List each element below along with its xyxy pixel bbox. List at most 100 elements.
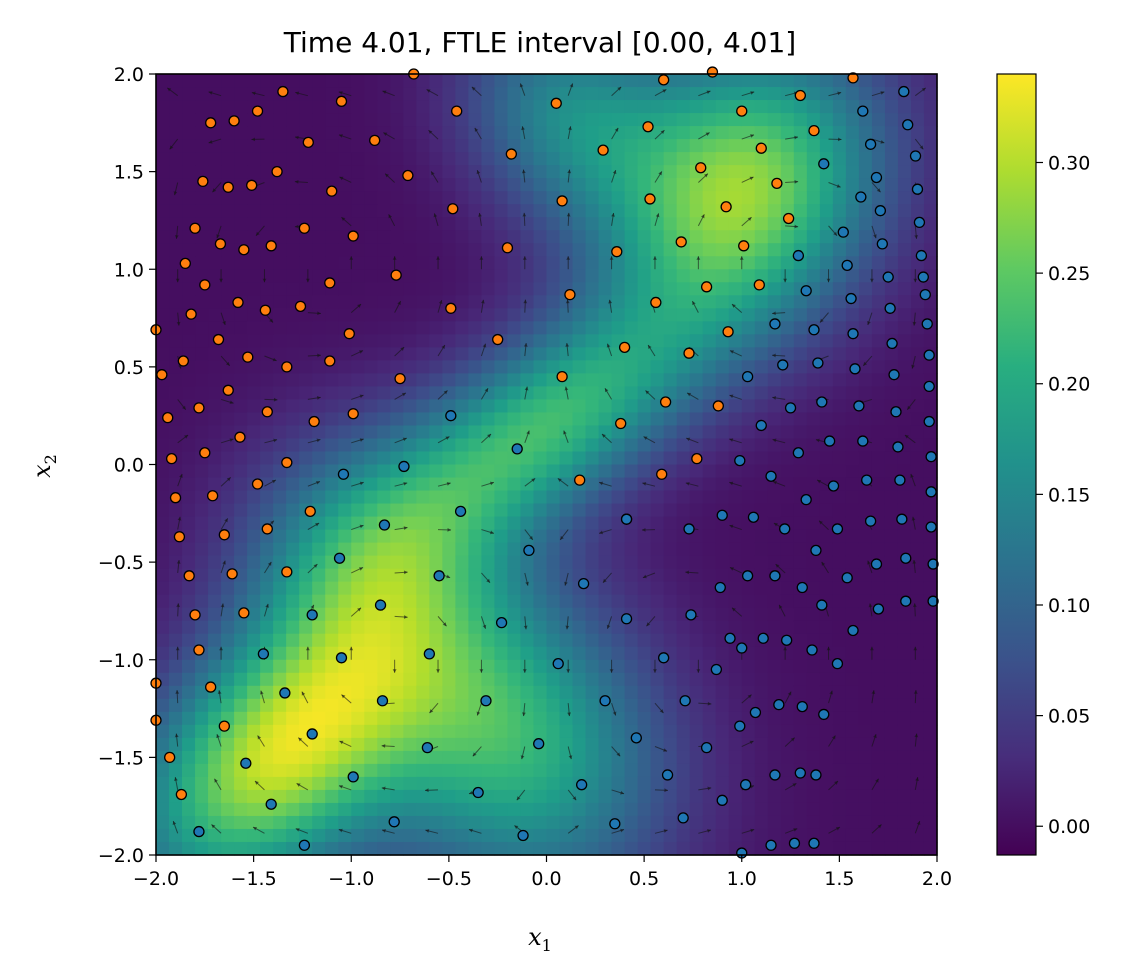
heatmap-cell [741, 399, 756, 414]
heatmap-cell [650, 152, 665, 166]
heatmap-cell [780, 191, 795, 205]
heatmap-cell [156, 386, 170, 401]
heatmap-cell [169, 321, 183, 335]
heatmap-cell [871, 451, 886, 466]
heatmap-cell [234, 308, 248, 322]
heatmap-cell [754, 503, 769, 518]
heatmap-cell [260, 165, 274, 179]
heatmap-cell [806, 87, 821, 101]
heatmap-cell [611, 581, 626, 596]
heatmap-cell [403, 204, 417, 218]
heatmap-cell [351, 555, 365, 570]
heatmap-cell [325, 659, 339, 674]
heatmap-cell [403, 295, 417, 309]
heatmap-cell [234, 464, 248, 479]
heatmap-cell [273, 126, 287, 140]
orange-particle [369, 134, 381, 147]
heatmap-cell [858, 776, 873, 791]
velocity-arrow-head [267, 561, 272, 566]
velocity-arrow-head [749, 176, 754, 181]
heatmap-cell [585, 464, 600, 479]
heatmap-cell [702, 347, 717, 361]
orange-particle [550, 97, 562, 109]
heatmap-cell [156, 87, 170, 101]
orange-particle [659, 396, 672, 408]
heatmap-cell [325, 477, 339, 492]
heatmap-cell [754, 347, 769, 361]
heatmap-cell [494, 685, 509, 700]
heatmap-cell [403, 425, 417, 440]
heatmap-cell [793, 126, 808, 140]
heatmap-cell [793, 191, 808, 205]
heatmap-cell [715, 724, 730, 739]
heatmap-cell [221, 542, 235, 557]
velocity-arrow-head [176, 321, 181, 326]
heatmap-cell [507, 87, 522, 101]
heatmap-cell [858, 620, 873, 635]
heatmap-cell [897, 763, 912, 778]
heatmap-cell [754, 776, 769, 791]
heatmap-cell [169, 204, 183, 218]
heatmap-cell [624, 412, 639, 427]
heatmap-cell [325, 386, 339, 401]
heatmap-cell [377, 568, 391, 583]
heatmap-cell [624, 555, 639, 570]
velocity-arrow-head [821, 561, 826, 566]
heatmap-cell [273, 113, 287, 127]
heatmap-cell [546, 217, 561, 231]
heatmap-cell [910, 399, 925, 414]
heatmap-cell [312, 490, 326, 505]
heatmap-cell [468, 74, 483, 88]
heatmap-cell [832, 633, 847, 648]
heatmap-cell [533, 659, 548, 674]
heatmap-cell [507, 763, 522, 778]
velocity-arrow-head [653, 669, 657, 673]
heatmap-cell [663, 607, 678, 622]
heatmap-cell [455, 204, 469, 218]
heatmap-cell [650, 282, 665, 296]
blue-particle [812, 357, 824, 369]
heatmap-cell [286, 841, 300, 856]
heatmap-cell [598, 230, 613, 244]
heatmap-cell [728, 672, 743, 687]
heatmap-cell [611, 386, 626, 401]
heatmap-cell [156, 100, 170, 114]
heatmap-cell [286, 776, 300, 791]
velocity-arrow-head [685, 481, 690, 486]
heatmap-cell [884, 685, 899, 700]
heatmap-cell [585, 646, 600, 661]
x-tick-label: −0.5 [426, 868, 472, 890]
heatmap-cell [637, 178, 652, 192]
heatmap-cell [208, 438, 222, 453]
heatmap-cell [403, 243, 417, 257]
heatmap-cell [507, 516, 522, 531]
heatmap-cell [806, 698, 821, 713]
heatmap-cell [650, 269, 665, 283]
heatmap-cell [871, 633, 886, 648]
heatmap-cell [325, 711, 339, 726]
heatmap-cell [234, 74, 248, 88]
heatmap-cell [559, 152, 574, 166]
orange-particle [197, 175, 209, 188]
heatmap-cell [455, 308, 469, 322]
heatmap-cell [819, 412, 834, 427]
heatmap-cell [390, 256, 404, 270]
velocity-arrow-head [729, 567, 734, 571]
heatmap-cell [403, 373, 417, 387]
heatmap-cell [299, 360, 313, 374]
heatmap-cell [169, 542, 183, 557]
blue-particle [374, 599, 387, 611]
heatmap-cell [858, 282, 873, 296]
colorbar-tick-label: 0.05 [1048, 706, 1090, 728]
heatmap-cell [572, 516, 587, 531]
heatmap-cell [585, 815, 600, 830]
heatmap-cell [624, 243, 639, 257]
heatmap-cell [689, 750, 704, 765]
heatmap-cell [897, 139, 912, 153]
heatmap-cell [455, 321, 469, 335]
heatmap-cell [208, 724, 222, 739]
heatmap-cell [377, 425, 391, 440]
heatmap-cell [429, 386, 443, 401]
heatmap-cell [728, 555, 743, 570]
heatmap-cell [429, 204, 443, 218]
